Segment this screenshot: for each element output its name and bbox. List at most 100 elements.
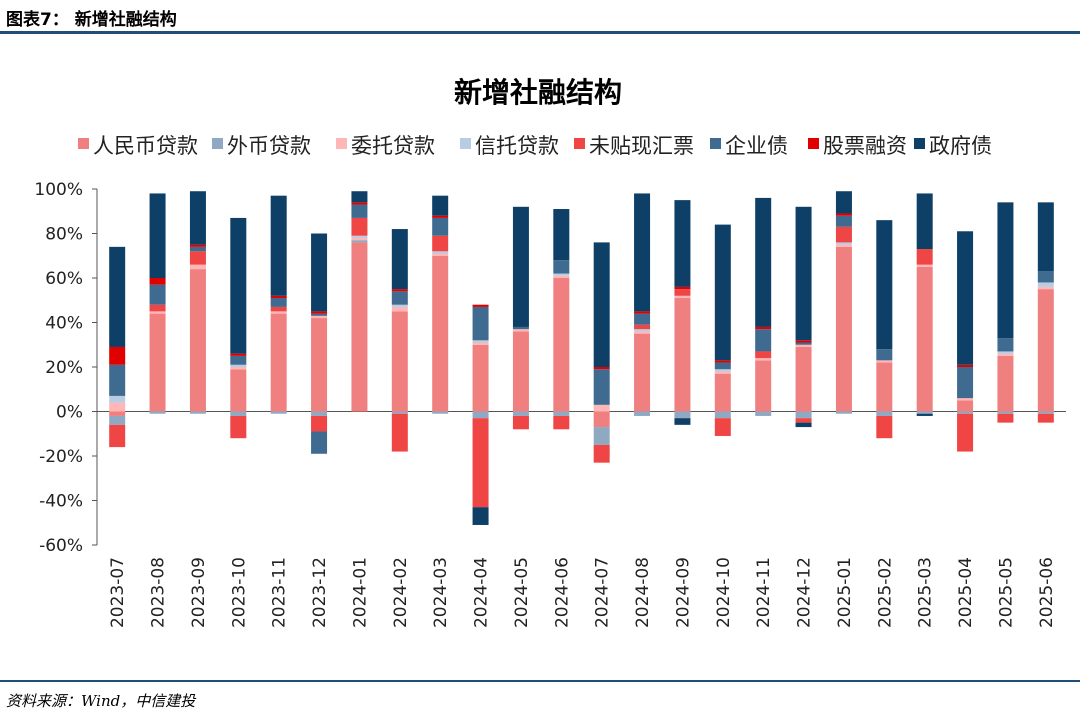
figure-header: 图表7： 新增社融结构	[0, 0, 1080, 34]
bar-segment	[876, 362, 893, 412]
bar-segment	[957, 367, 974, 399]
x-tick-label: 2023-08	[149, 557, 169, 628]
bar-segment	[512, 415, 529, 430]
bar-segment	[1037, 289, 1054, 412]
x-tick-label: 2024-12	[795, 557, 815, 628]
legend-item: 人民币贷款	[78, 134, 198, 158]
y-tick-label: 20%	[45, 358, 83, 378]
x-tick-label: 2025-01	[835, 557, 855, 628]
bar-segment	[755, 358, 772, 361]
bar-segment	[512, 206, 529, 327]
bar-segment	[432, 217, 449, 236]
bar-segment	[957, 364, 974, 367]
bar-segment	[957, 400, 974, 412]
bar-segment	[189, 246, 206, 252]
legend-label: 股票融资	[823, 134, 907, 158]
bar-segment	[391, 304, 408, 307]
bar-segment	[634, 311, 651, 314]
bar-segment	[351, 202, 368, 205]
bar-segment	[351, 191, 368, 203]
legend-label: 人民币贷款	[93, 134, 198, 158]
bar-segment	[997, 411, 1014, 414]
bar-segment	[270, 195, 287, 296]
bar-segment	[795, 346, 812, 412]
bar-segment	[593, 404, 610, 412]
bar-segment	[311, 233, 328, 312]
bar-segment	[109, 364, 126, 396]
bar-segment	[149, 311, 166, 314]
legend-label: 未贴现汇票	[589, 134, 694, 158]
bar-segment	[472, 418, 489, 508]
bar-segment	[714, 418, 731, 436]
legend-label: 委托贷款	[351, 134, 435, 158]
bar-segment	[1037, 271, 1054, 283]
bar-segment	[714, 411, 731, 419]
bar-segment	[553, 209, 570, 261]
bar-segment	[835, 244, 852, 247]
bar-segment	[311, 311, 328, 314]
bar-segment	[593, 367, 610, 370]
bar-segment	[957, 231, 974, 365]
x-tick-label: 2024-03	[431, 557, 451, 628]
bar-segment	[432, 411, 449, 414]
bar-segment	[795, 418, 812, 423]
figure-footer: 资料来源：Wind，中信建投	[0, 680, 1080, 717]
bar-segment	[674, 289, 691, 296]
bar-segment	[755, 197, 772, 327]
bar-segment	[876, 411, 893, 416]
bar-segment	[270, 313, 287, 412]
bar-segment	[391, 291, 408, 305]
x-tick-label: 2025-03	[916, 557, 936, 628]
bar-segment	[835, 246, 852, 412]
bar-segment	[1037, 411, 1054, 414]
bar-segment	[149, 411, 166, 414]
legend: 人民币贷款 外币贷款 委托贷款 信托贷款 未贴现汇票 企业债 股票融资 政府债	[78, 134, 992, 158]
legend-label: 政府债	[929, 134, 992, 158]
bar-segment	[997, 202, 1014, 339]
bar-segment	[1037, 413, 1054, 423]
x-tick-label: 2024-06	[552, 557, 572, 628]
bar-segment	[311, 415, 328, 432]
bar-segment	[109, 424, 126, 448]
bar-segment	[472, 507, 489, 525]
bar-segment	[230, 353, 247, 356]
bar-segment	[189, 251, 206, 265]
bar-segment	[795, 422, 812, 428]
bar-segment	[634, 329, 651, 332]
bar-segment	[714, 369, 731, 372]
bar-segment	[391, 289, 408, 292]
bar-segment	[270, 311, 287, 314]
bar-segment	[230, 411, 247, 416]
bar-segment	[553, 275, 570, 278]
bar-segment	[351, 217, 368, 236]
legend-swatch	[212, 138, 223, 149]
bar-segment	[512, 331, 529, 412]
bar-segment	[512, 329, 529, 332]
legend-swatch	[336, 138, 347, 149]
bar-segment	[230, 415, 247, 439]
bar-segment	[189, 191, 206, 245]
bar-segment	[512, 326, 529, 330]
legend-swatch	[710, 138, 721, 149]
y-tick-label: 80%	[45, 225, 83, 245]
bar-segment	[472, 411, 489, 419]
bar-segment	[472, 304, 489, 307]
bar-segment	[997, 338, 1014, 352]
legend-swatch	[460, 138, 471, 149]
bar-segment	[109, 246, 126, 347]
bar-segment	[916, 193, 933, 250]
x-tick-label: 2024-09	[673, 557, 693, 628]
legend-item: 委托贷款	[336, 134, 435, 158]
bar-segment	[634, 331, 651, 334]
bar-segment	[916, 264, 933, 267]
x-tick-label: 2024-08	[633, 557, 653, 628]
bar-segment	[149, 284, 166, 305]
bar-segment	[432, 215, 449, 218]
bar-segment	[109, 346, 126, 365]
bar-segment	[674, 411, 691, 419]
bar-segment	[432, 195, 449, 216]
legend-swatch	[574, 138, 585, 149]
bar-segment	[311, 431, 328, 454]
bar-segment	[957, 413, 974, 452]
bar-segment	[230, 355, 247, 365]
